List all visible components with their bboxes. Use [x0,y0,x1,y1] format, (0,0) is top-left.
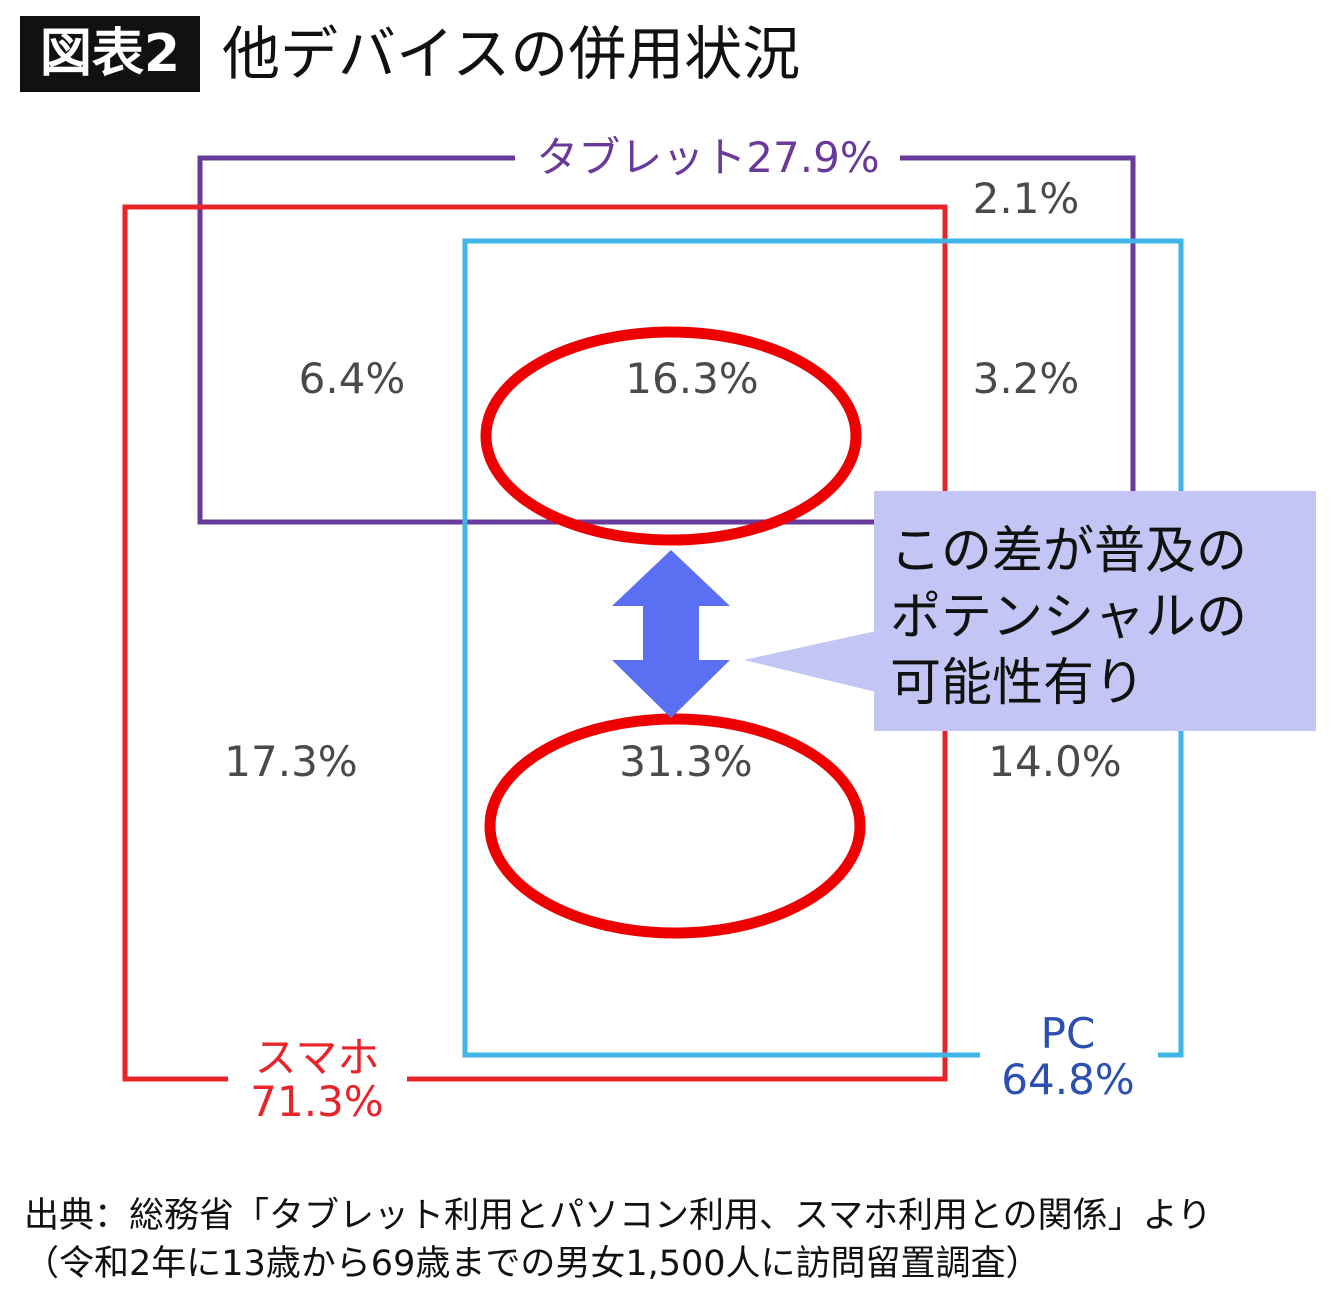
region-smartphone-only: 17.3% [224,737,357,786]
annotation-callout: この差が普及の ポテンシャルの 可能性有り [874,491,1316,731]
highlight-ellipse-bottom [484,713,866,939]
highlight-ellipse-top [480,326,862,546]
pc-set-label-name: PC [1041,1009,1096,1058]
callout-line-1: この差が普及の [890,522,1248,581]
callout-pointer [744,631,876,692]
region-smartphone-pc: 31.3% [619,737,752,786]
tablet-set-label: タブレット27.9% [536,133,879,182]
region-tablet-only: 2.1% [973,174,1080,223]
figure-title: 他デバイスの併用状況 [222,20,801,88]
source-line-2: （令和2年に13歳から69歳までの男女1,500人に訪問留置調査） [24,1244,1041,1284]
callout-line-3: 可能性有り [890,654,1146,713]
double-arrow-icon [612,550,730,718]
smartphone-set-box [122,204,948,1082]
region-tablet-pc: 3.2% [973,354,1080,403]
region-tablet-smartphone: 6.4% [299,354,406,403]
pc-set-box [462,238,1184,1058]
region-pc-only: 14.0% [988,737,1121,786]
source-note: 出典：総務省「タブレット利用とパソコン利用、スマホ利用との関係」より （令和2年… [24,1192,1212,1288]
pc-set-label-value: 64.8% [1001,1055,1134,1104]
figure-number-badge: 図表2 [20,16,200,92]
smartphone-set-label-name: スマホ [255,1033,380,1082]
tablet-set-box [197,155,1136,525]
callout-line-2: ポテンシャルの [890,588,1248,647]
source-line-1: 出典：総務省「タブレット利用とパソコン利用、スマホ利用との関係」より [24,1196,1212,1236]
region-all-three: 16.3% [625,354,758,403]
smartphone-set-label-value: 71.3% [250,1077,383,1126]
